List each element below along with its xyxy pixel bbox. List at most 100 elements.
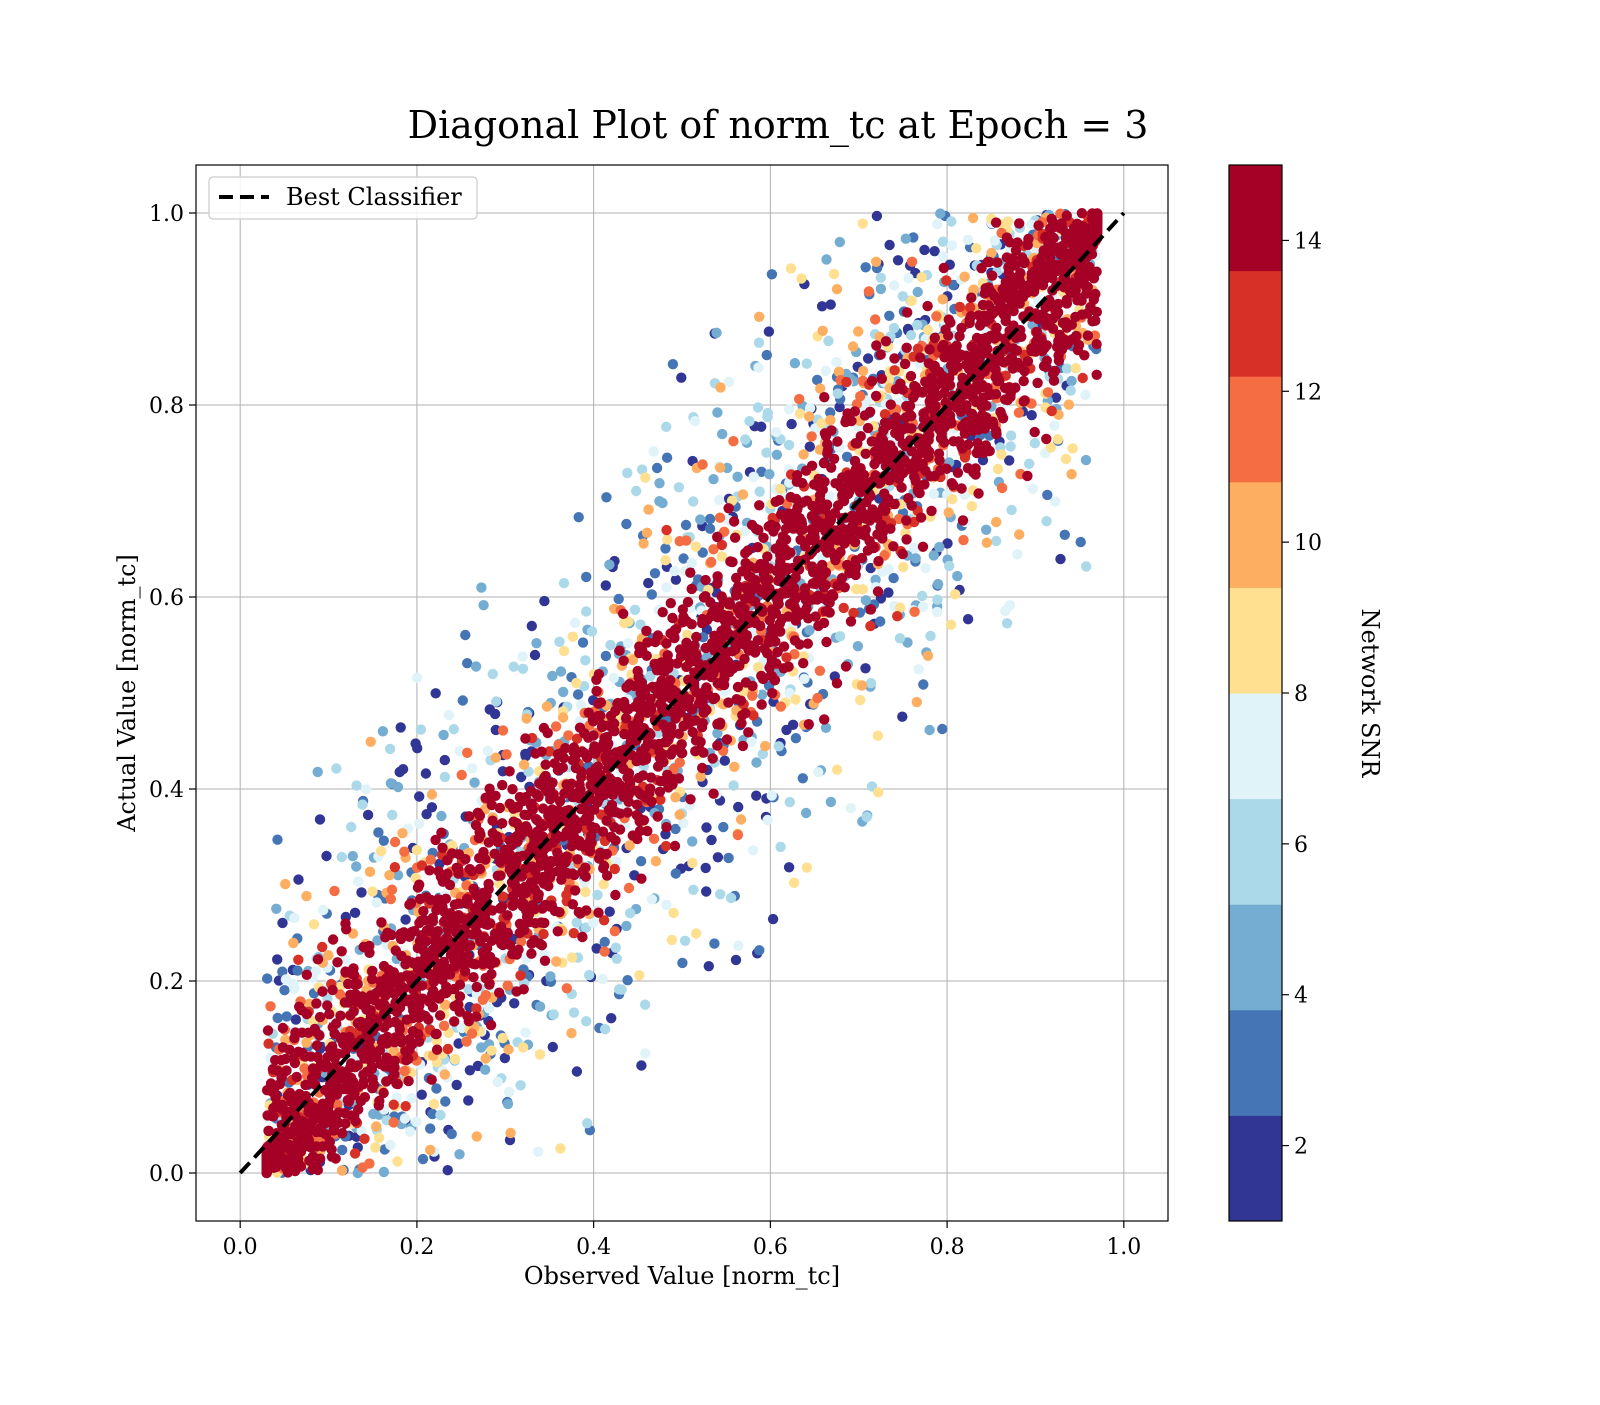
scatter-point <box>440 772 450 782</box>
scatter-point <box>1080 390 1090 400</box>
scatter-point <box>736 718 746 728</box>
scatter-point <box>503 1044 513 1054</box>
scatter-point <box>771 497 781 507</box>
scatter-point <box>720 756 730 766</box>
scatter-point <box>581 606 591 616</box>
scatter-point <box>392 1007 402 1017</box>
scatter-point <box>425 1123 435 1133</box>
scatter-point <box>462 658 472 668</box>
scatter-point <box>380 932 390 942</box>
scatter-point <box>901 234 911 244</box>
scatter-point <box>643 504 653 514</box>
scatter-point <box>1012 345 1022 355</box>
scatter-point <box>661 900 671 910</box>
scatter-point <box>1043 387 1053 397</box>
scatter-point <box>660 543 670 553</box>
scatter-point <box>732 472 742 482</box>
scatter-point <box>649 739 659 749</box>
scatter-point <box>442 855 452 865</box>
scatter-point <box>987 271 997 281</box>
scatter-point <box>753 402 763 412</box>
scatter-point <box>804 411 814 421</box>
scatter-point <box>687 858 697 868</box>
scatter-point <box>827 589 837 599</box>
scatter-point <box>1054 356 1064 366</box>
scatter-point <box>782 563 792 573</box>
scatter-point <box>695 737 705 747</box>
scatter-point <box>353 979 363 989</box>
scatter-point <box>1006 430 1016 440</box>
scatter-point <box>443 1044 453 1054</box>
scatter-point <box>635 688 645 698</box>
scatter-point <box>812 693 822 703</box>
scatter-point <box>449 1016 459 1026</box>
scatter-point <box>924 344 934 354</box>
scatter-point <box>367 966 377 976</box>
scatter-point <box>873 731 883 741</box>
scatter-point <box>467 763 477 773</box>
scatter-point <box>946 418 956 428</box>
scatter-point <box>439 957 449 967</box>
scatter-point <box>414 819 424 829</box>
scatter-point <box>317 942 327 952</box>
scatter-point <box>271 904 281 914</box>
scatter-point <box>1014 529 1024 539</box>
scatter-point <box>967 501 977 511</box>
scatter-point <box>767 790 777 800</box>
scatter-point <box>785 797 795 807</box>
scatter-point <box>353 876 363 886</box>
scatter-point <box>363 810 373 820</box>
scatter-point <box>817 301 827 311</box>
scatter-point <box>397 828 407 838</box>
scatter-point <box>521 713 531 723</box>
scatter-point <box>611 943 621 953</box>
scatter-point <box>1012 549 1022 559</box>
scatter-point <box>450 1054 460 1064</box>
scatter-point <box>418 906 428 916</box>
scatter-point <box>642 528 652 538</box>
scatter-point <box>683 597 693 607</box>
scatter-point <box>472 1131 482 1141</box>
scatter-point <box>931 311 941 321</box>
scatter-point <box>938 237 948 247</box>
scatter-point <box>361 784 371 794</box>
scatter-point <box>881 336 891 346</box>
scatter-point <box>493 1077 503 1087</box>
scatter-point <box>775 484 785 494</box>
scatter-point <box>554 750 564 760</box>
scatter-point <box>1064 400 1074 410</box>
scatter-point <box>604 560 614 570</box>
scatter-point <box>922 301 932 311</box>
scatter-point <box>714 495 724 505</box>
scatter-point <box>424 865 434 875</box>
scatter-point <box>973 488 983 498</box>
scatter-point <box>909 543 919 553</box>
scatter-point <box>431 688 441 698</box>
scatter-point <box>733 581 743 591</box>
scatter-point <box>661 841 671 851</box>
scatter-point <box>750 596 760 606</box>
scatter-point <box>467 866 477 876</box>
scatter-point <box>921 563 931 573</box>
scatter-point <box>963 614 973 624</box>
scatter-point <box>289 913 299 923</box>
scatter-point <box>661 582 671 592</box>
scatter-point <box>733 941 743 951</box>
scatter-point <box>701 863 711 873</box>
scatter-point <box>653 811 663 821</box>
scatter-point <box>643 578 653 588</box>
scatter-point <box>593 699 603 709</box>
scatter-point <box>431 1029 441 1039</box>
scatter-point <box>570 618 580 628</box>
scatter-point <box>600 1024 610 1034</box>
scatter-point <box>963 235 973 245</box>
scatter-point <box>415 894 425 904</box>
scatter-point <box>902 343 912 353</box>
scatter-point <box>829 269 839 279</box>
scatter-point <box>798 524 808 534</box>
scatter-point <box>991 323 1001 333</box>
scatter-point <box>717 429 727 439</box>
scatter-point <box>725 556 735 566</box>
scatter-point <box>301 1038 311 1048</box>
scatter-point <box>1014 218 1024 228</box>
